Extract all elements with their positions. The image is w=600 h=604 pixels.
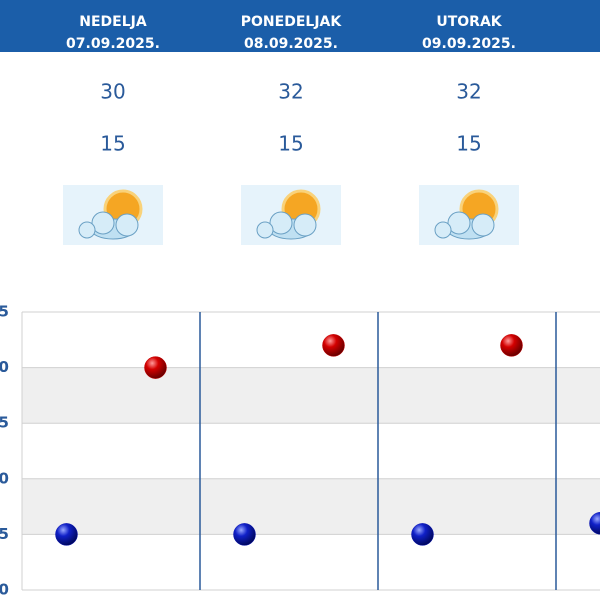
day-name: PONEDELJAK: [241, 14, 343, 30]
temp-dot: [234, 523, 256, 545]
y-tick-label: 30: [0, 358, 9, 376]
temp-dot: [501, 334, 523, 356]
day-date: 09.09.2025.: [422, 36, 516, 52]
y-tick-label: 20: [0, 469, 9, 487]
grid-band: [22, 368, 600, 424]
y-tick-label: 15: [0, 525, 9, 543]
temp-dot: [56, 523, 78, 545]
temp-dot: [323, 334, 345, 356]
max-temp: 32: [278, 80, 303, 104]
weather-icon: [63, 185, 163, 245]
min-temp: 15: [100, 132, 125, 156]
y-tick-label: 35: [0, 303, 9, 321]
min-temp: 15: [456, 132, 481, 156]
y-tick-label: 10: [0, 581, 9, 599]
temp-dot: [145, 357, 167, 379]
day-date: 08.09.2025.: [244, 36, 338, 52]
min-temp: 15: [278, 132, 303, 156]
temp-dot: [412, 523, 434, 545]
day-name: NEDELJA: [79, 14, 147, 30]
day-name: UTORAK: [436, 14, 502, 30]
weather-icon: [241, 185, 341, 245]
y-tick-label: 25: [0, 414, 9, 432]
max-temp: 30: [100, 80, 125, 104]
max-temp: 32: [456, 80, 481, 104]
weather-icon: [419, 185, 519, 245]
day-date: 07.09.2025.: [66, 36, 160, 52]
grid-band: [22, 479, 600, 535]
